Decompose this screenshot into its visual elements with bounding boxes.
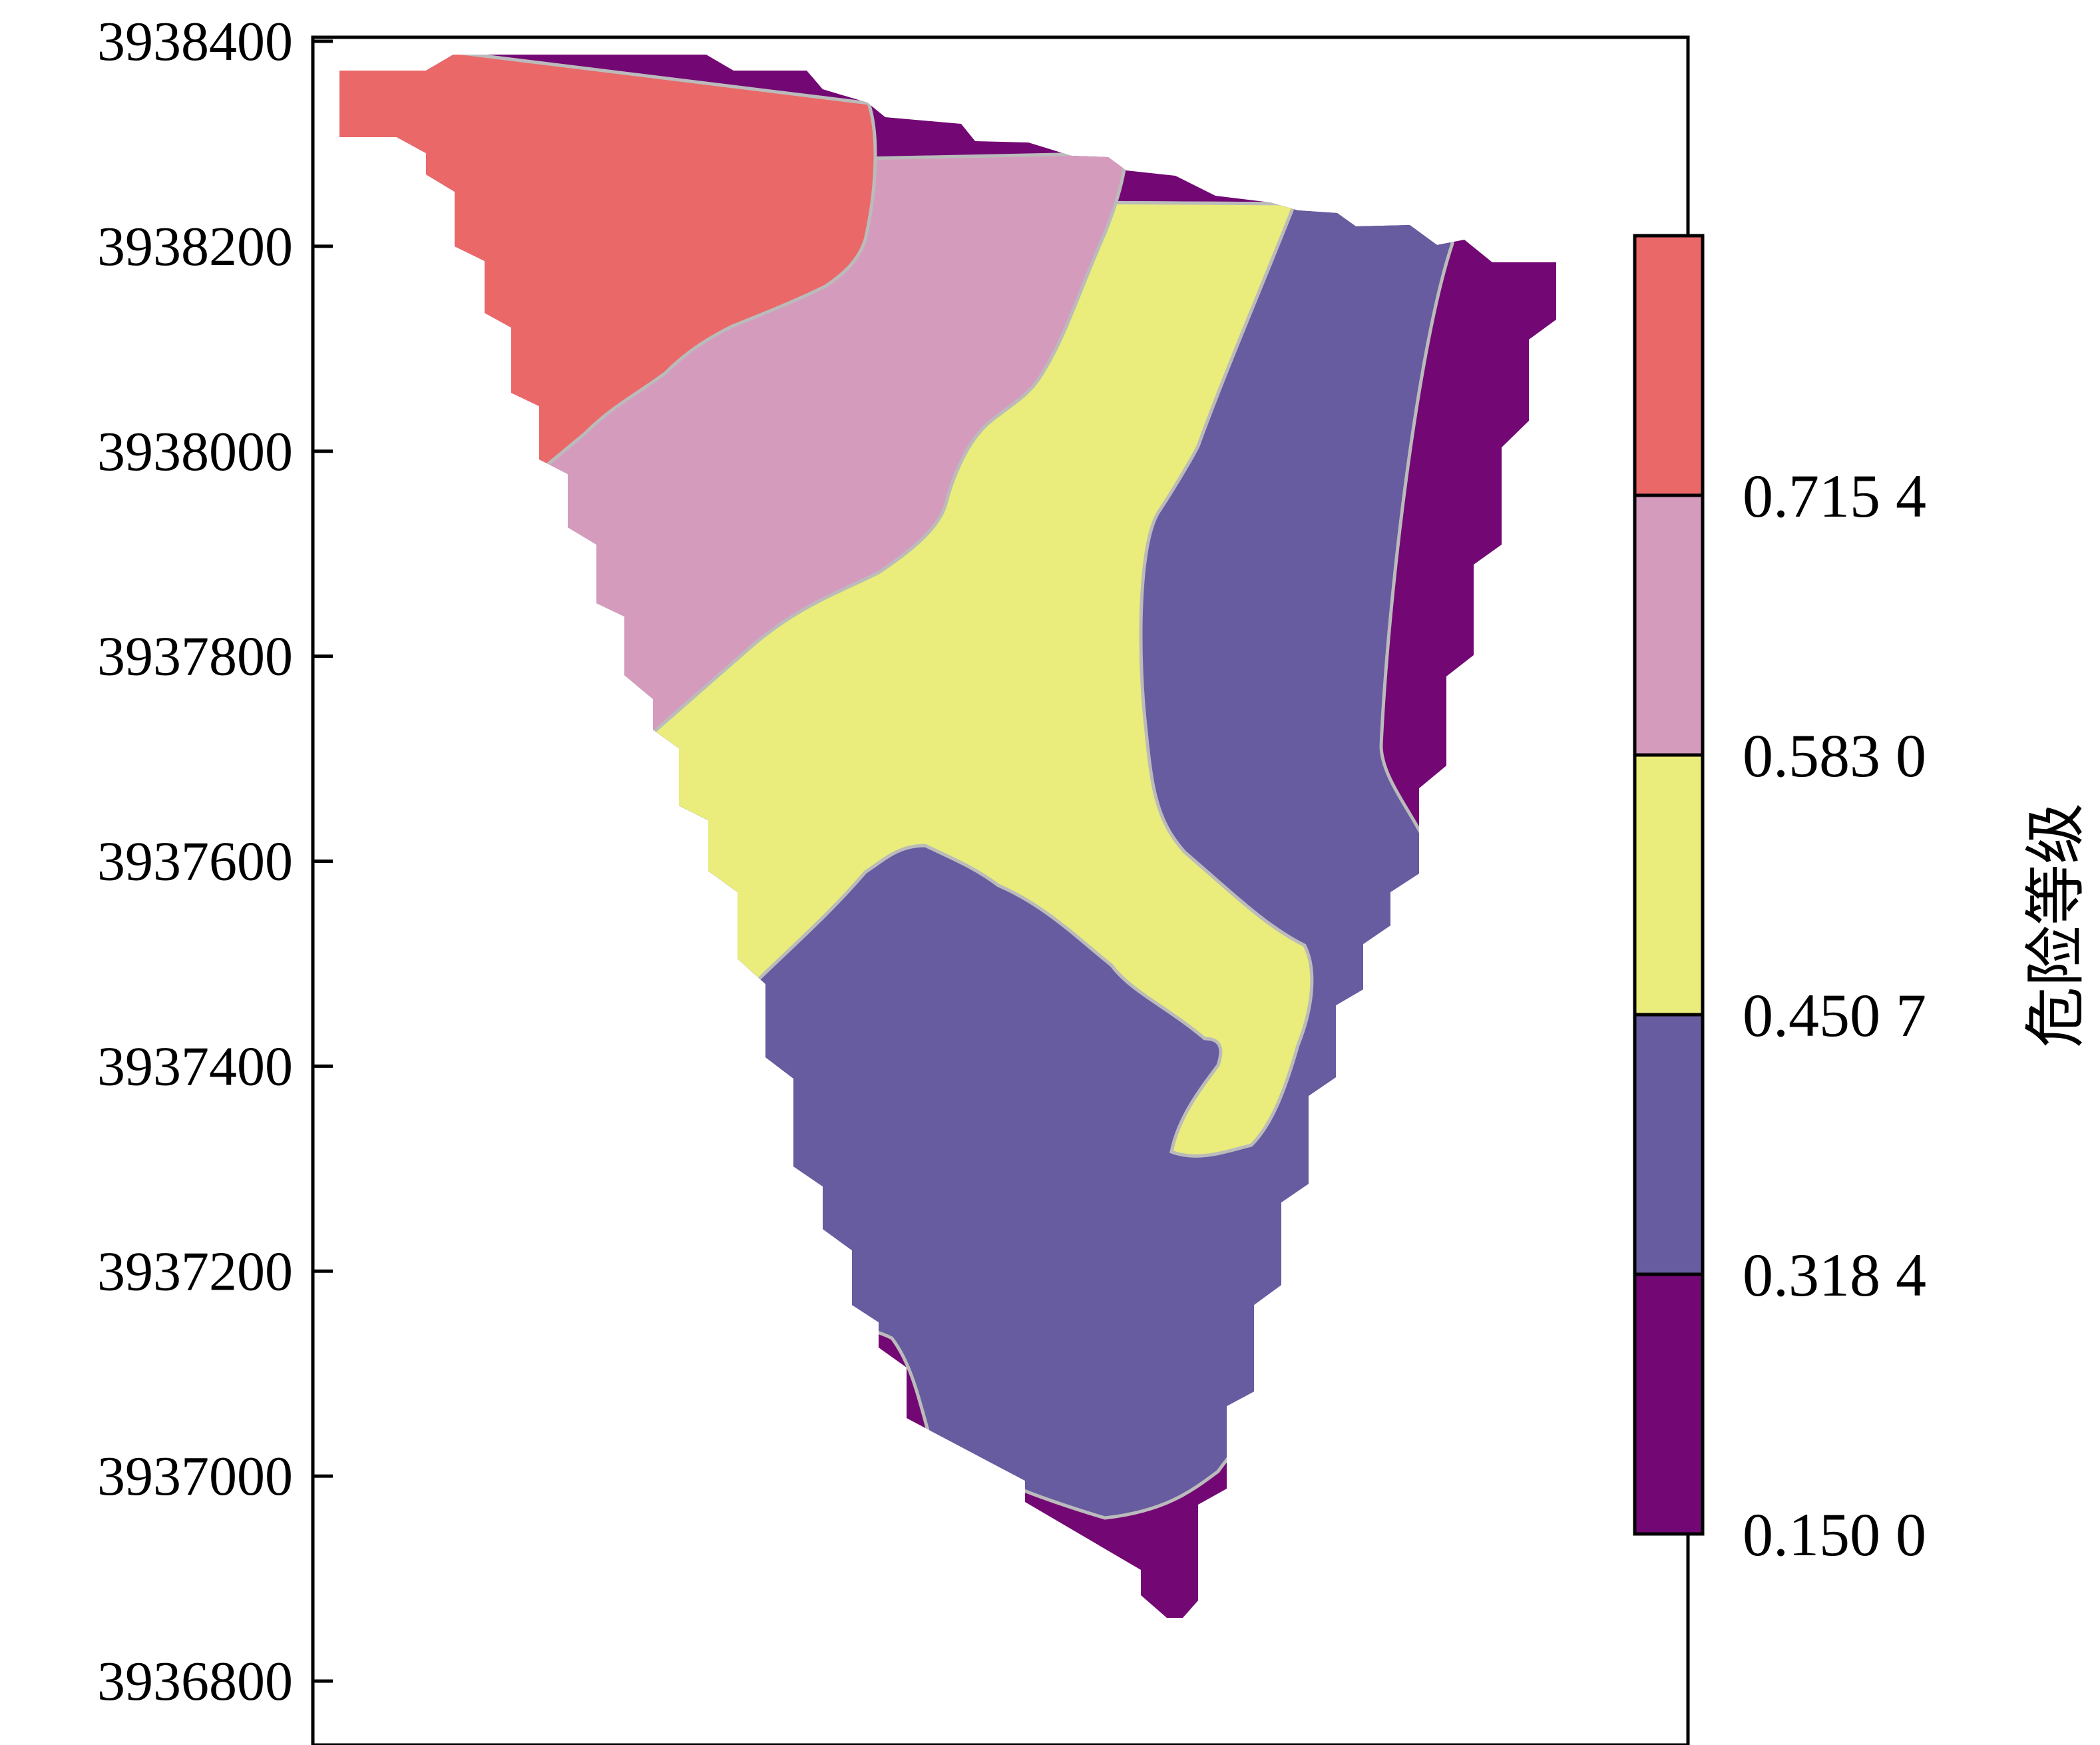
colorbar-tick-label: 0.150 0 [1743,1501,1926,1569]
y-tick-label: 3937600 [97,831,293,893]
colorbar-segment [1633,753,1705,1017]
colorbar-segment [1633,1272,1705,1536]
y-tick-label: 3936800 [97,1650,293,1712]
y-tick-label: 3937400 [97,1035,293,1097]
y-tick-label: 3938200 [97,216,293,278]
colorbar-segment [1633,1013,1705,1276]
y-tick-label: 3938400 [97,11,293,73]
colorbar-title: 危险等级 [2020,803,2091,1048]
y-axis: 3938400 3938200 3938000 3937800 3937600 39374… [97,11,333,1745]
colorbar-tick-label: 0.583 0 [1743,722,1926,790]
colorbar-segment [1633,493,1705,757]
contour-zones [339,55,1556,1618]
y-tick-label: 3937800 [97,626,293,688]
colorbar-tick-label: 0.318 4 [1743,1241,1926,1309]
y-tick-label: 3938000 [97,421,293,483]
colorbar-segment [1633,234,1705,497]
colorbar-tick-label: 0.715 4 [1743,462,1926,530]
y-tick-label: 3937200 [97,1240,293,1302]
colorbar-tick-label: 0.450 7 [1743,981,1926,1049]
y-tick-label: 3937000 [97,1445,293,1507]
colorbar: 0.150 0 0.318 4 0.450 7 0.583 0 0.715 4 [1633,234,1926,1569]
